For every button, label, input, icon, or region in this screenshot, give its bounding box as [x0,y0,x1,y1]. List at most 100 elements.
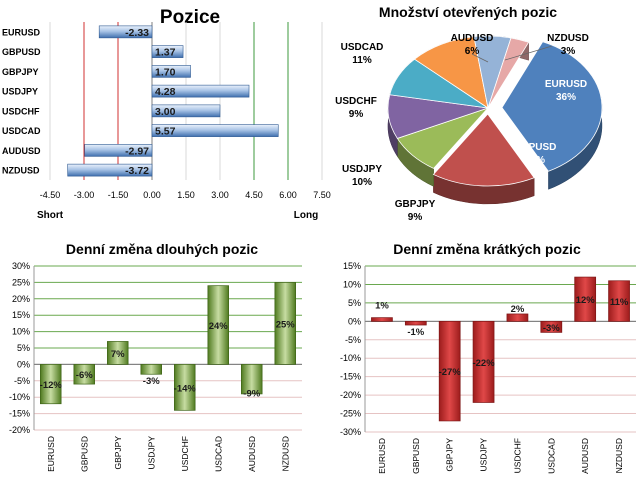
bar-audusd [574,276,597,322]
category-label-gbpjpy: GBPJPY [2,67,39,77]
y-tick-label: 0% [17,359,30,369]
bar-value-label: -2.97 [125,145,149,157]
y-tick-label: -5% [14,376,30,386]
bar-eurusd [371,317,393,322]
y-tick-label: 15% [12,310,30,320]
pie-percent-audusd: 6% [465,46,480,57]
bar-value-label: -1% [407,327,424,338]
pie-label-nzdusd: NZDUSD [547,33,589,44]
y-tick-label: 25% [12,277,30,287]
bar-nzdusd [67,163,153,177]
bar-usdjpy [140,364,162,375]
x-tick-label: 6.00 [279,190,297,200]
pie-label-usdcad: USDCAD [341,42,384,53]
bar-value-label: 5.57 [155,126,176,138]
y-tick-label: 5% [17,343,30,353]
pie-label-gbpjpy: GBPJPY [395,199,436,210]
pie-slice-usdcad [413,36,489,109]
bar-value-label: 24% [209,321,229,332]
pie-leader-nzdusd [504,45,553,61]
bar-value-label: 1.70 [155,66,176,78]
category-label-gbpjpy: GBPJPY [113,436,123,470]
y-tick-label: 5% [348,298,361,308]
long-change-chart: Denní změna dlouhých pozic 30% 25% 20% 15% 1… [9,241,302,472]
x-tick-label: -1.50 [108,190,129,200]
y-tick-label: 15% [343,261,361,271]
pie-percent-eurusd: 36% [556,92,576,103]
y-tick-label: -15% [340,372,361,382]
category-label-usdjpy: USDJPY [2,87,38,97]
category-label-eurusd: EURUSD [46,436,56,472]
pie-label-audusd: AUDUSD [451,33,494,44]
category-label-eurusd: EURUSD [2,27,41,37]
pie-leader-audusd [471,53,489,63]
category-label-audusd: AUDUSD [2,146,41,156]
pie-slice-gbpusd [432,113,535,187]
bar-value-label: 12% [576,295,596,306]
x-tick-label: -4.50 [40,190,61,200]
bar-value-label: 1% [375,301,389,312]
category-label-audusd: AUDUSD [580,438,590,474]
pie-label-gbpusd: GBPUSD [514,142,557,153]
bar-value-label: -22% [472,358,495,369]
y-tick-label: 20% [12,294,30,304]
category-label-usdcad: USDCAD [2,126,41,136]
category-label-gbpusd: GBPUSD [411,438,421,474]
bar-audusd [84,144,153,157]
y-tick-label: -20% [340,390,361,400]
category-label-nzdusd: NZDUSD [280,436,290,471]
category-label-nzdusd: NZDUSD [2,166,40,176]
y-tick-label: 0% [348,316,361,326]
bar-gbpusd [404,320,427,326]
y-tick-label: -20% [9,425,30,435]
category-label-usdchf: USDCHF [512,438,522,473]
long-label: Long [294,210,318,221]
y-tick-label: -15% [9,409,30,419]
bar-gbpjpy [151,65,191,78]
y-tick-label: -25% [340,409,361,419]
category-label-usdchf: USDCHF [180,436,190,471]
positions-chart-title: Pozice [160,7,220,28]
pie-label-usdjpy: USDJPY [342,164,382,175]
category-label-gbpusd: GBPUSD [2,47,41,57]
y-tick-label: -10% [9,392,30,402]
pie-label-eurusd: EURUSD [545,79,587,90]
x-tick-label: 0.00 [143,190,161,200]
bar-audusd [241,364,263,395]
y-tick-label: 30% [12,261,30,271]
y-tick-label: 10% [343,279,361,289]
category-label-eurusd: EURUSD [377,438,387,474]
pie-slice-eurusd [501,41,603,172]
bar-value-label: -3% [143,376,160,387]
pie-chart-title: Množství otevřených pozic [379,4,557,20]
short-change-chart: Denní změna krátkých pozic 15% 10% 5% 0% -5%… [340,241,636,474]
bar-value-label: 3.00 [155,106,176,118]
bar-nzdusd [274,282,296,365]
bar-usdchf [151,104,221,118]
bar-value-label: -9% [243,388,260,399]
bar-value-label: 11% [610,297,629,308]
bar-usdjpy [151,84,250,98]
pie-slice-nzdusd [487,37,530,109]
bar-value-label: 4.28 [155,86,176,98]
pie-label-usdchf: USDCHF [335,96,377,107]
bar-value-label: 2% [511,304,525,315]
pie-percent-usdcad: 11% [352,55,372,66]
bar-value-label: 1.37 [155,47,176,59]
category-label-usdjpy: USDJPY [146,436,156,470]
bar-value-label: -6% [76,370,93,381]
bar-value-label: -3.72 [125,165,149,177]
category-label-usdcad: USDCAD [213,436,223,472]
bar-usdcad [151,124,279,137]
y-tick-label: -5% [345,335,361,345]
category-label-usdcad: USDCAD [546,438,556,474]
bar-value-label: -14% [174,383,197,394]
bar-gbpjpy [438,320,461,422]
x-tick-label: 3.00 [211,190,229,200]
x-tick-label: 4.50 [245,190,263,200]
category-label-gbpusd: GBPUSD [79,436,89,472]
pie-percent-nzdusd: 3% [561,46,576,57]
y-tick-label: 10% [12,327,30,337]
pie-percent-gbpjpy: 9% [408,212,423,223]
